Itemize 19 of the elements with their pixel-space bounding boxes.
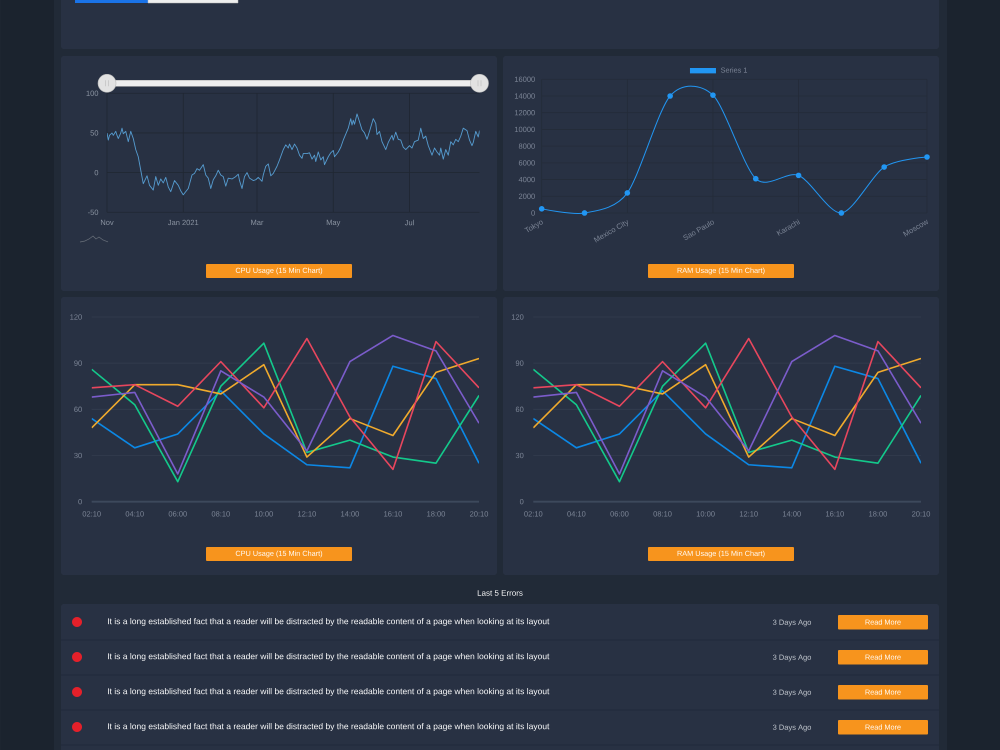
point xyxy=(710,92,716,98)
point xyxy=(538,206,545,212)
line-series xyxy=(533,365,922,469)
point xyxy=(796,172,802,178)
line-series xyxy=(92,358,480,458)
point xyxy=(752,176,759,182)
point xyxy=(667,93,673,99)
point xyxy=(924,154,930,160)
point xyxy=(881,164,887,170)
line-series xyxy=(533,358,922,458)
line-series xyxy=(92,365,480,469)
text: It is a long established fact that a reader will be distracted by the readable content of a page when looking at its layout xyxy=(108,723,550,731)
point xyxy=(624,190,630,196)
text: It is a long established fact that a reader will be distracted by the readable content of a page when looking at its layout xyxy=(108,688,550,696)
point xyxy=(582,210,588,216)
text: It is a long established fact that a reader will be distracted by the readable content of a page when looking at its layout xyxy=(108,653,550,661)
text: It is a long established fact that a reader will be distracted by the readable content of a page when looking at its layout xyxy=(108,618,550,626)
point xyxy=(838,210,844,216)
text: Last 5 Errors xyxy=(478,590,523,596)
